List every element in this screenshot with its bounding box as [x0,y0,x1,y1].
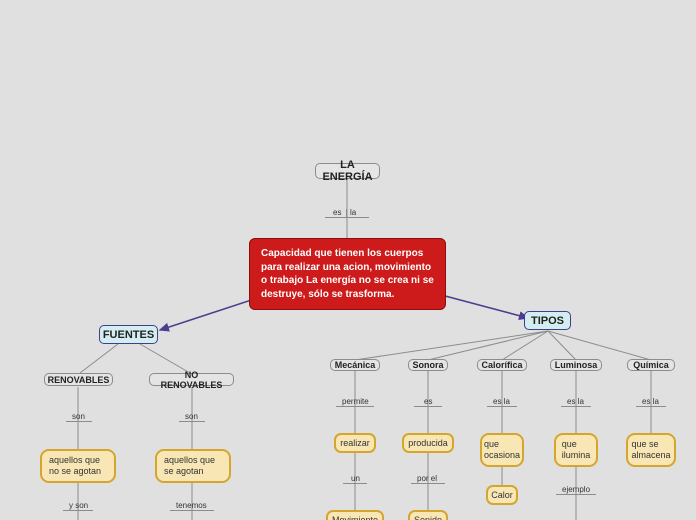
label: que ocasiona [484,439,520,461]
label: Capacidad que tienen los cuerpos para re… [261,247,434,301]
label: LA ENERGÍA [322,159,373,183]
link-yson: y son [69,501,88,510]
node-movimiento[interactable]: Movimiento [326,510,384,520]
tick [63,510,93,511]
node-que-ilumina[interactable]: que ilumina [554,433,598,467]
link-esla: es la [642,397,659,406]
link-es: es [424,397,432,406]
label: RENOVABLES [48,375,110,385]
link-porel: por el [417,474,437,483]
link-es: es [333,208,341,217]
tick [636,406,666,407]
node-renovables[interactable]: RENOVABLES [44,373,113,386]
label: Calorífica [482,360,523,370]
label: producida [408,438,448,448]
label: que se almacena [632,439,671,461]
label: Química [633,360,669,370]
node-mecanica[interactable]: Mecánica [330,359,380,371]
node-que-almacena[interactable]: que se almacena [626,433,676,467]
node-luminosa[interactable]: Luminosa [550,359,602,371]
tick [66,421,92,422]
label: Calor [491,490,513,500]
link-permite: permite [342,397,369,406]
label: Mecánica [335,360,376,370]
node-que-ocasiona[interactable]: que ocasiona [480,433,524,467]
node-calor[interactable]: Calor [486,485,518,505]
label: aquellos que se agotan [164,455,222,477]
label: aquellos que no se agotan [49,455,107,477]
tick [411,483,445,484]
link-tenemos: tenemos [176,501,207,510]
diagram-canvas: { "root": "LA ENERGÍA", "desc": "Capacid… [0,0,696,520]
label: que ilumina [562,439,591,461]
node-description[interactable]: Capacidad que tienen los cuerpos para re… [249,238,446,310]
label: realizar [340,438,370,448]
node-norenov-desc[interactable]: aquellos que se agotan [155,449,231,483]
link-son: son [72,412,85,421]
tick [556,494,596,495]
tick [487,406,517,407]
label: Movimiento [332,515,378,520]
tick [325,217,369,218]
node-no-renovables[interactable]: NO RENOVABLES [149,373,234,386]
node-sonora[interactable]: Sonora [408,359,448,371]
label: Sonora [413,360,444,370]
tick [179,421,205,422]
node-sonido[interactable]: Sonido [408,510,448,520]
link-ejemplo: ejemplo [562,485,590,494]
link-un: un [351,474,360,483]
link-esla: es la [493,397,510,406]
node-renov-desc[interactable]: aquellos que no se agotan [40,449,116,483]
tick [170,510,214,511]
link-esla: es la [567,397,584,406]
link-son: son [185,412,198,421]
tick [336,406,374,407]
label: NO RENOVABLES [156,370,227,390]
tick [561,406,591,407]
label: FUENTES [103,329,154,341]
node-producida[interactable]: producida [402,433,454,453]
node-calorifica[interactable]: Calorífica [477,359,527,371]
tick [414,406,442,407]
label: Sonido [414,515,442,520]
node-realizar[interactable]: realizar [334,433,376,453]
label: TIPOS [531,315,564,327]
node-quimica[interactable]: Química [627,359,675,371]
link-la: la [350,208,356,217]
label: Luminosa [555,360,598,370]
node-root[interactable]: LA ENERGÍA [315,163,380,179]
node-tipos[interactable]: TIPOS [524,311,571,330]
tick [343,483,367,484]
node-fuentes[interactable]: FUENTES [99,325,158,344]
